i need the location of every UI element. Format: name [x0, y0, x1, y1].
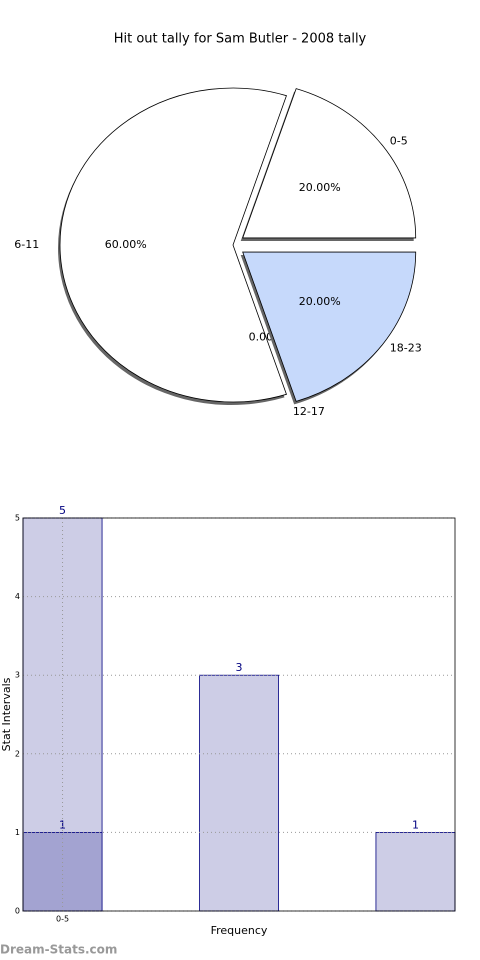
chart-title: Hit out tally for Sam Butler - 2008 tall… — [114, 32, 367, 47]
slice-label: 0-5 — [390, 135, 408, 148]
y-tick-label: 2 — [15, 749, 20, 758]
watermark: Dream-Stats.com — [0, 943, 117, 957]
bar — [22, 832, 103, 912]
y-axis-label: Stat Intervals — [0, 677, 13, 751]
x-tick-label: 0-5 — [56, 915, 69, 924]
slice — [59, 87, 287, 403]
bar — [375, 832, 456, 912]
slice-label: 6-11 — [14, 238, 39, 251]
y-tick-label: 1 — [15, 828, 20, 837]
data-label: 5 — [59, 504, 66, 517]
y-tick-label: 5 — [15, 514, 20, 523]
value-label: 20.00% — [299, 295, 341, 308]
slice — [242, 88, 417, 239]
plot-frame — [22, 517, 456, 912]
value-label: 60.00% — [105, 238, 147, 251]
value-label: 20.00% — [299, 181, 341, 194]
data-label: 1 — [412, 818, 419, 831]
x-axis-label: Frequency — [211, 924, 268, 937]
y-tick-label: 3 — [15, 671, 20, 680]
slice-label: 12-17 — [293, 405, 325, 418]
bar — [199, 674, 279, 912]
y-tick-label: 4 — [15, 592, 20, 601]
slice — [242, 251, 417, 402]
data-label: 3 — [236, 661, 243, 674]
data-label: 1 — [59, 818, 66, 831]
slice-label: 18-23 — [390, 341, 422, 354]
y-tick-label: 0 — [15, 907, 20, 916]
